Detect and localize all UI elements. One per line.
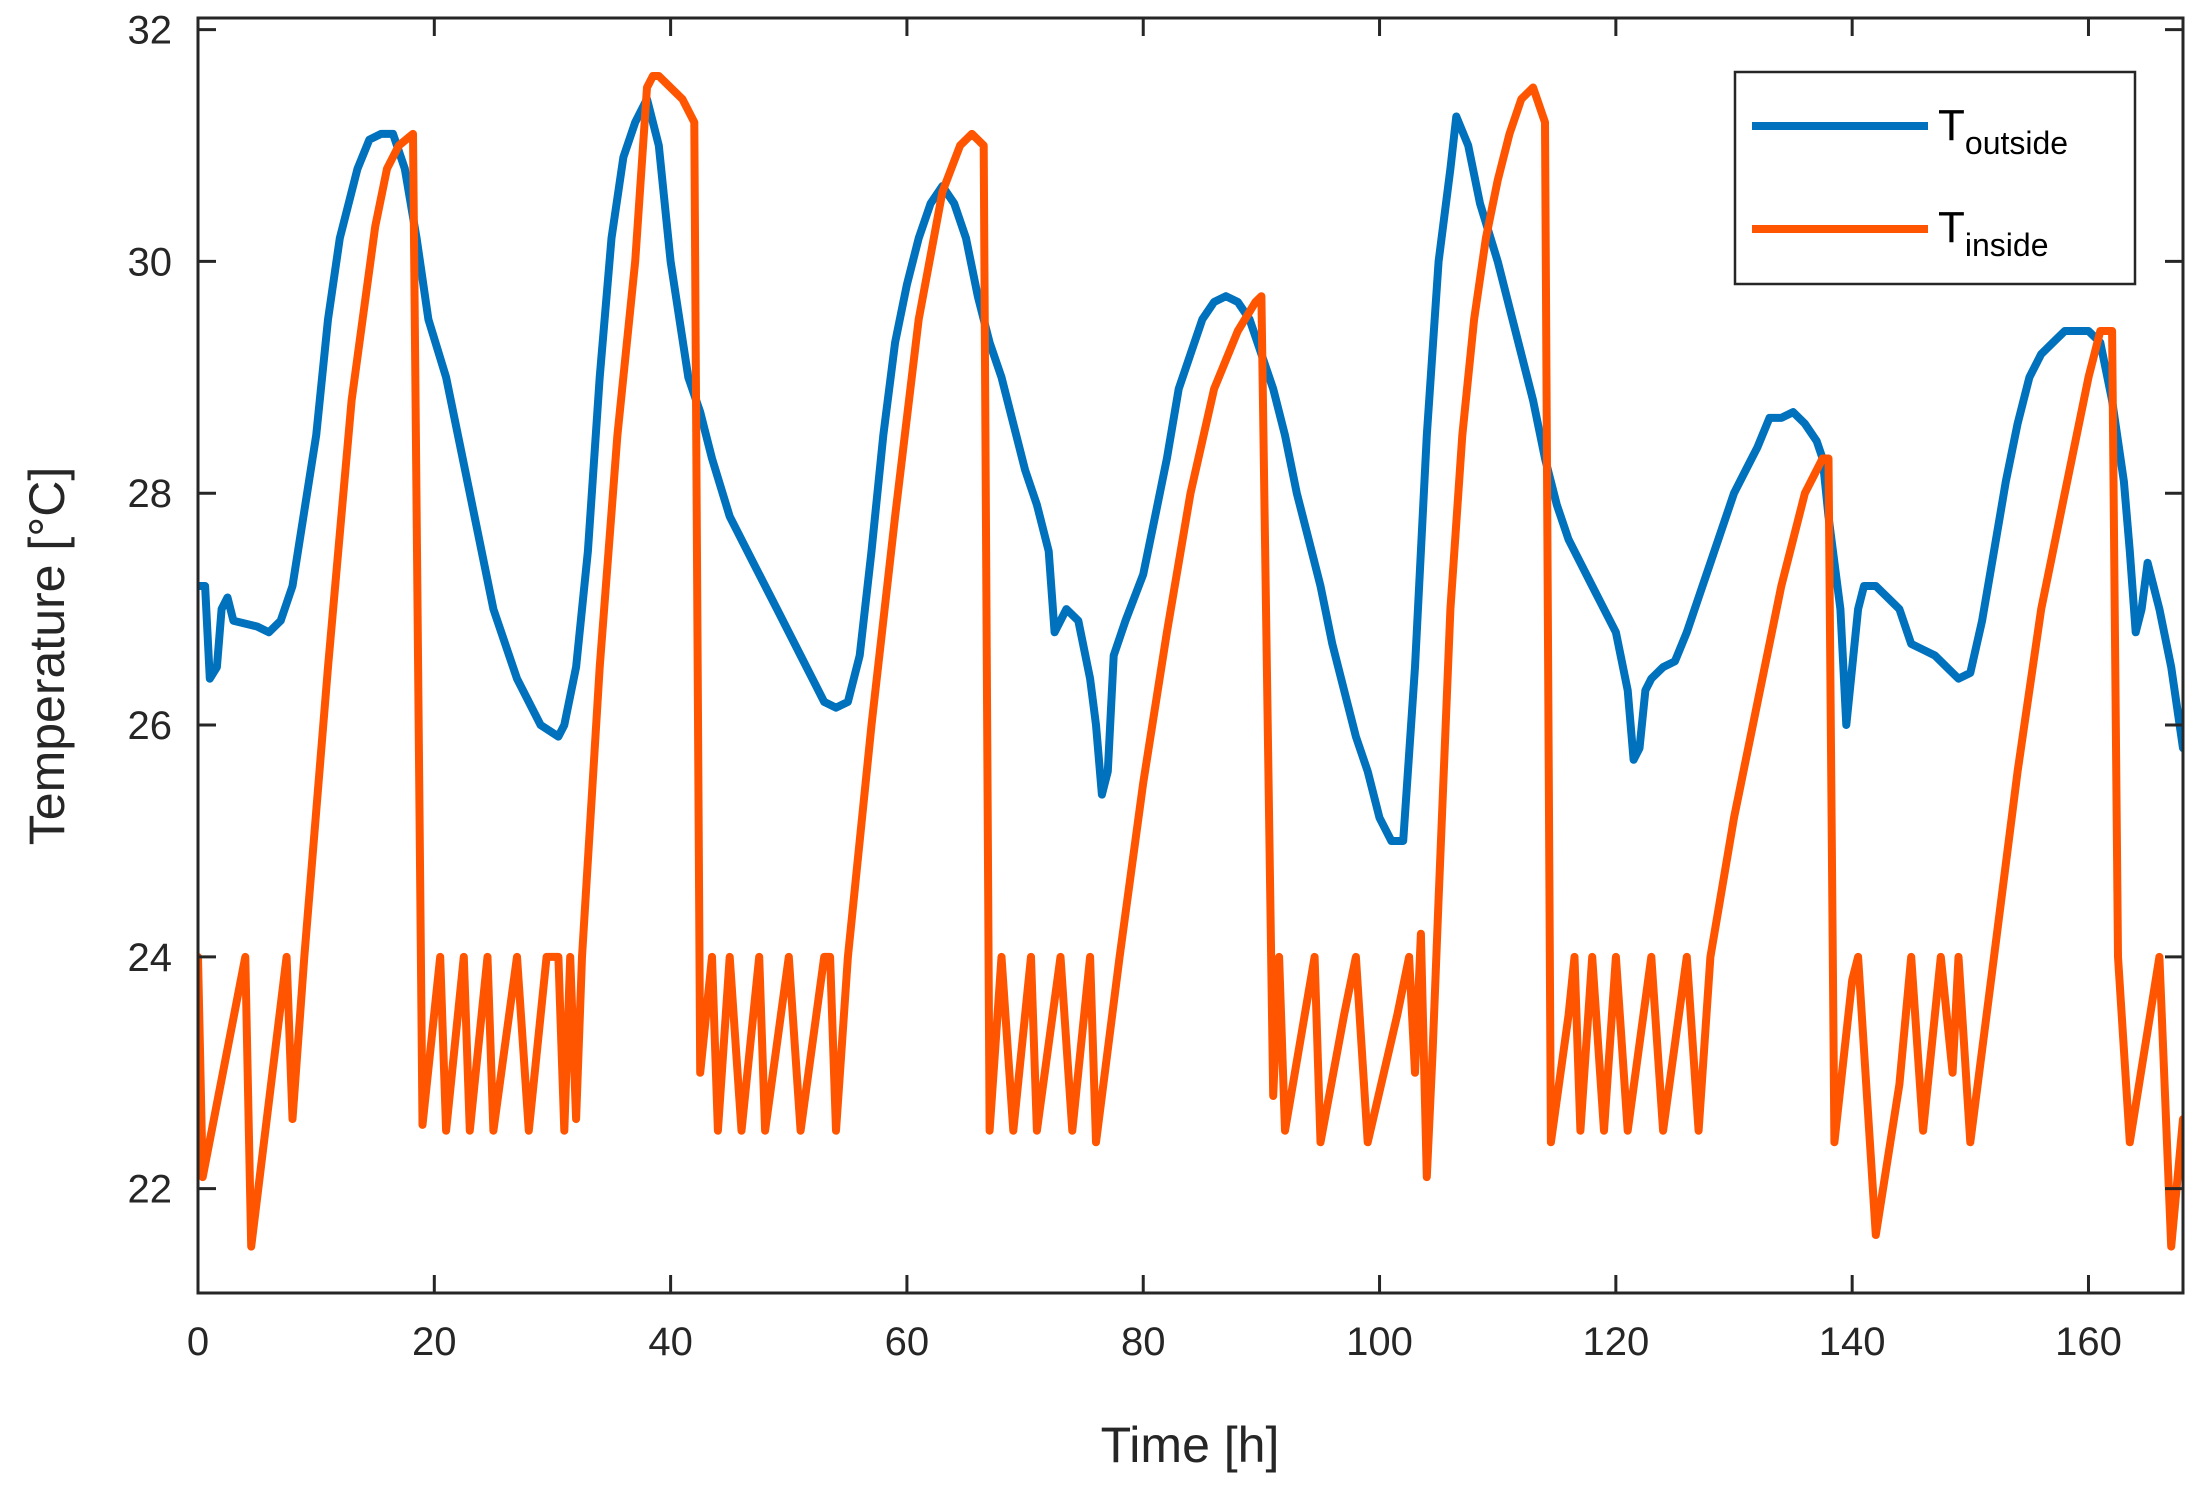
legend-label-inside: Tinside	[1938, 203, 2049, 263]
x-tick-label: 140	[1819, 1320, 1886, 1364]
legend: Toutside Tinside	[1733, 70, 2137, 286]
x-tick-label: 80	[1121, 1320, 1166, 1364]
y-tick-label: 30	[128, 240, 173, 284]
tick-layer: 0 20 40 60 80 100 120 140 160 22 24 26 28 30 32	[128, 9, 2183, 1364]
legend-box	[1733, 70, 2137, 286]
x-tick-label: 100	[1346, 1320, 1413, 1364]
x-axis-label: Time [h]	[1101, 1417, 1280, 1473]
legend-label-inside-sub: inside	[1965, 227, 2049, 263]
plot-frame	[196, 16, 2185, 1295]
x-tick-label: 20	[412, 1320, 457, 1364]
y-axis-label: Temperature [°C]	[19, 467, 75, 845]
series-line-inside	[198, 72, 2183, 1251]
y-tick-label: 32	[128, 9, 173, 53]
series-line-outside	[198, 95, 2183, 845]
y-tick-label: 24	[128, 936, 173, 980]
y-tick-label: 26	[128, 704, 173, 748]
x-tick-label: 160	[2055, 1320, 2122, 1364]
series-layer	[198, 72, 2183, 1251]
legend-label-outside: Toutside	[1938, 101, 2068, 161]
y-tick-label: 22	[128, 1168, 173, 1212]
legend-label-outside-sub: outside	[1965, 125, 2068, 161]
y-tick-label: 28	[128, 472, 173, 516]
x-tick-label: 60	[885, 1320, 930, 1364]
x-tick-label: 40	[648, 1320, 693, 1364]
x-tick-label: 0	[187, 1320, 209, 1364]
legend-label-inside-main: T	[1938, 203, 1965, 252]
legend-label-outside-main: T	[1938, 101, 1965, 150]
x-tick-label: 120	[1582, 1320, 1649, 1364]
